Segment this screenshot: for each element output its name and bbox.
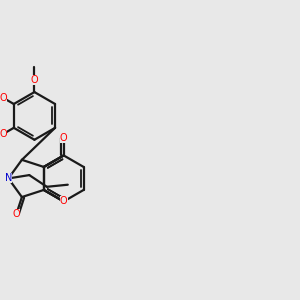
Text: O: O [60, 196, 68, 206]
Text: O: O [0, 93, 7, 103]
Text: O: O [13, 209, 20, 219]
Text: O: O [0, 129, 7, 139]
Text: O: O [31, 74, 38, 85]
Text: O: O [60, 133, 68, 143]
Text: N: N [5, 173, 12, 183]
